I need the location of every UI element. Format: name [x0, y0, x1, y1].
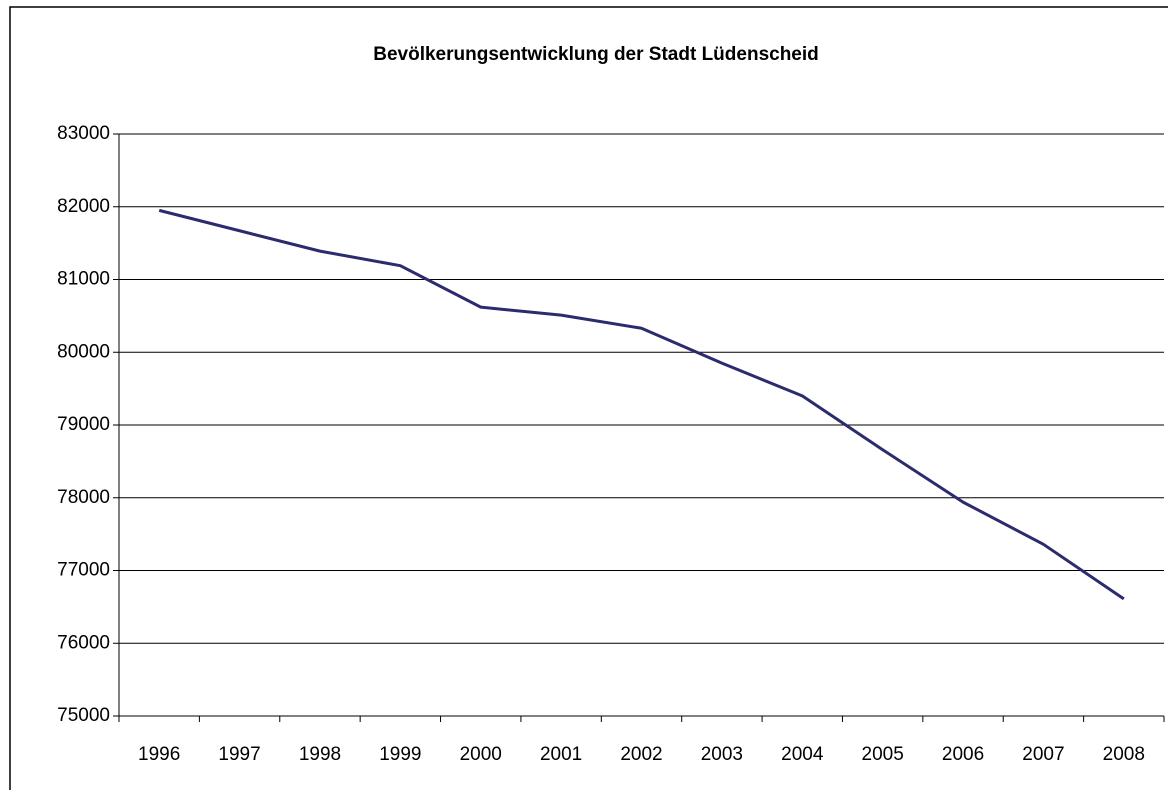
chart-frame [9, 6, 1168, 790]
chart-title: Bevölkerungsentwicklung der Stadt Lüdens… [373, 44, 819, 65]
x-tick-label: 2007 [1022, 744, 1064, 765]
x-tick-label: 2004 [781, 744, 824, 765]
y-tick-label: 79000 [57, 414, 110, 435]
y-tick-label: 83000 [57, 123, 110, 144]
x-tick-label: 2008 [1103, 744, 1145, 765]
y-tick-label: 80000 [57, 341, 110, 362]
y-tick-label: 81000 [57, 269, 110, 290]
y-tick-label: 77000 [57, 560, 110, 581]
x-tick-label: 1996 [138, 744, 180, 765]
line-series [158, 208, 1125, 601]
x-tick-label: 2001 [540, 744, 582, 765]
y-tick-label: 82000 [57, 196, 110, 217]
y-tick-label: 76000 [57, 632, 110, 653]
x-tick-label: 2002 [620, 744, 662, 765]
x-tick-label: 1997 [218, 744, 260, 765]
y-tick-label: 75000 [57, 705, 110, 726]
y-tick-label: 78000 [57, 487, 110, 508]
x-tick-label: 2006 [942, 744, 984, 765]
x-tick-label: 2000 [460, 744, 502, 765]
x-tick-label: 2005 [862, 744, 904, 765]
x-tick-label: 2003 [701, 744, 743, 765]
x-tick-label: 1999 [379, 744, 421, 765]
x-tick-label: 1998 [299, 744, 341, 765]
